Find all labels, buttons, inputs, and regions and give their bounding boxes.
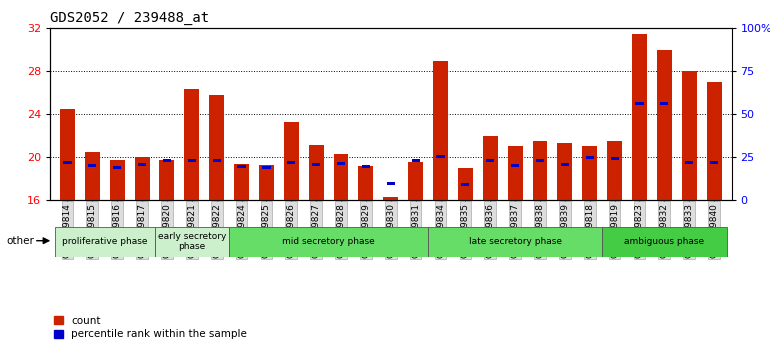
- Bar: [582, 146, 598, 200]
- Bar: [710, 160, 718, 164]
- Bar: [602, 227, 727, 257]
- Bar: [635, 102, 644, 104]
- Text: late secretory phase: late secretory phase: [469, 237, 561, 246]
- Bar: [660, 102, 668, 104]
- Bar: [437, 155, 444, 158]
- Bar: [113, 166, 122, 169]
- Bar: [209, 95, 224, 200]
- Bar: [333, 154, 349, 200]
- Bar: [309, 145, 323, 200]
- Bar: [312, 163, 320, 166]
- Bar: [159, 160, 174, 200]
- Bar: [536, 159, 544, 162]
- Bar: [586, 156, 594, 159]
- Text: GDS2052 / 239488_at: GDS2052 / 239488_at: [50, 11, 209, 25]
- Bar: [263, 166, 270, 169]
- Bar: [234, 164, 249, 200]
- Bar: [632, 34, 647, 200]
- Bar: [486, 159, 494, 162]
- Bar: [507, 146, 523, 200]
- Bar: [284, 122, 299, 200]
- Bar: [359, 166, 373, 200]
- Bar: [411, 159, 420, 162]
- Bar: [408, 162, 423, 200]
- Bar: [657, 50, 671, 200]
- Bar: [337, 161, 345, 165]
- Bar: [383, 197, 398, 200]
- Text: other: other: [6, 236, 34, 246]
- Bar: [611, 157, 619, 160]
- Legend: count, percentile rank within the sample: count, percentile rank within the sample: [50, 312, 251, 343]
- Bar: [110, 160, 125, 200]
- Bar: [387, 182, 395, 185]
- Bar: [237, 165, 246, 168]
- Bar: [511, 164, 519, 167]
- Bar: [685, 160, 693, 164]
- Bar: [707, 82, 721, 200]
- Bar: [461, 183, 470, 186]
- Bar: [681, 71, 697, 200]
- Bar: [428, 227, 602, 257]
- Bar: [60, 109, 75, 200]
- Text: ambiguous phase: ambiguous phase: [624, 237, 705, 246]
- Bar: [135, 157, 149, 200]
- Bar: [55, 227, 155, 257]
- Bar: [229, 227, 428, 257]
- Bar: [138, 163, 146, 166]
- Bar: [433, 61, 448, 200]
- Bar: [557, 143, 572, 200]
- Bar: [162, 159, 171, 162]
- Text: mid secretory phase: mid secretory phase: [283, 237, 375, 246]
- Bar: [188, 159, 196, 162]
- Bar: [184, 90, 199, 200]
- Bar: [483, 136, 497, 200]
- Bar: [85, 152, 100, 200]
- Bar: [533, 141, 547, 200]
- Bar: [608, 141, 622, 200]
- Bar: [213, 159, 221, 162]
- Bar: [561, 163, 569, 166]
- Bar: [458, 168, 473, 200]
- Bar: [259, 165, 274, 200]
- Bar: [89, 164, 96, 167]
- Text: early secretory
phase: early secretory phase: [158, 232, 226, 251]
- Bar: [362, 165, 370, 168]
- Text: proliferative phase: proliferative phase: [62, 237, 148, 246]
- Bar: [63, 160, 72, 164]
- Bar: [155, 227, 229, 257]
- Bar: [287, 160, 296, 164]
